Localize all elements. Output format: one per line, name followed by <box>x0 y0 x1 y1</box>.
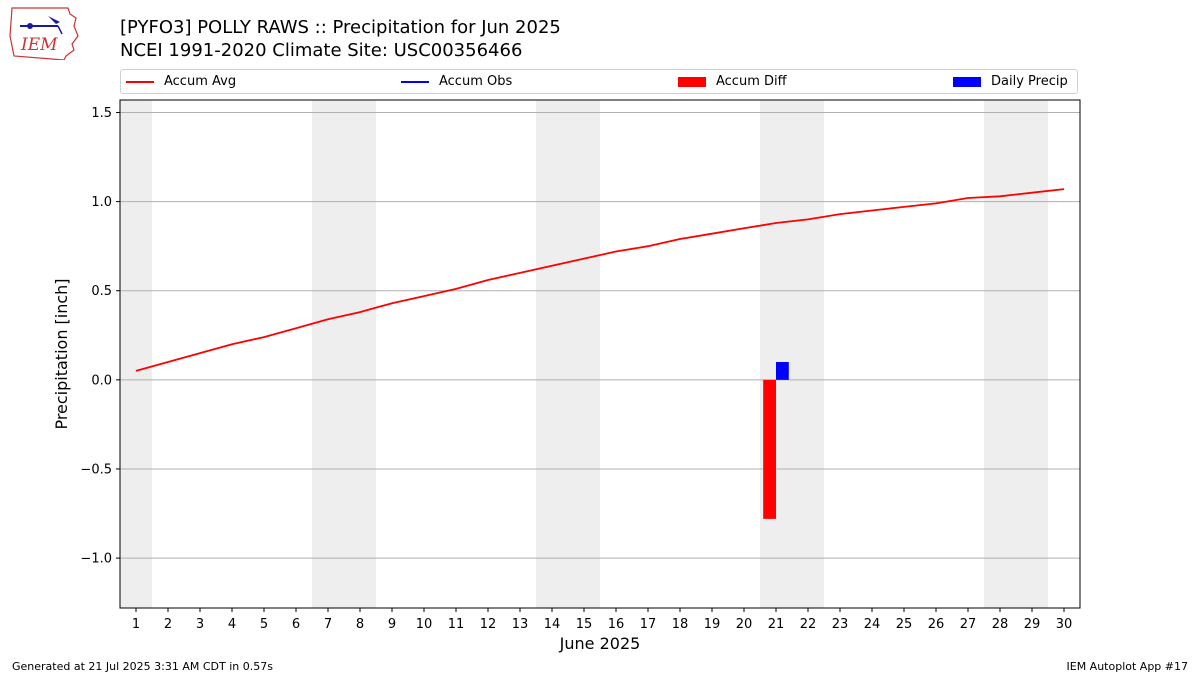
x-tick-label: 27 <box>960 617 977 632</box>
app-footer: IEM Autoplot App #17 <box>1066 660 1189 673</box>
x-tick-label: 20 <box>736 617 753 632</box>
x-tick-label: 9 <box>388 617 396 632</box>
y-tick-label: 1.5 <box>91 106 112 121</box>
x-tick-label: 23 <box>832 617 849 632</box>
y-axis-label: Precipitation [inch] <box>52 278 71 429</box>
x-tick-label: 16 <box>608 617 625 632</box>
weekend-band <box>312 100 376 608</box>
legend-swatch-accum-obs <box>401 80 429 83</box>
legend-label-daily-precip: Daily Precip <box>991 74 1068 89</box>
legend-label-accum-avg: Accum Avg <box>164 74 237 89</box>
legend-label-accum-diff: Accum Diff <box>716 74 787 89</box>
x-tick-label: 14 <box>544 617 561 632</box>
weekend-band <box>120 100 152 608</box>
iem-logo: IEM <box>8 6 80 61</box>
y-tick-label: 0.0 <box>91 373 112 388</box>
x-tick-label: 25 <box>896 617 913 632</box>
x-tick-label: 11 <box>448 617 465 632</box>
x-tick-label: 21 <box>768 617 785 632</box>
legend-item-daily-precip: Daily Precip <box>953 73 1068 91</box>
x-tick-label: 13 <box>512 617 529 632</box>
legend-swatch-accum-diff <box>678 76 706 87</box>
x-tick-label: 18 <box>672 617 689 632</box>
x-tick-label: 15 <box>576 617 593 632</box>
daily-precip-bar <box>776 362 789 380</box>
y-tick-label: −0.5 <box>80 462 112 477</box>
y-tick-label: 0.5 <box>91 284 112 299</box>
x-tick-label: 17 <box>640 617 657 632</box>
x-tick-label: 5 <box>260 617 268 632</box>
x-tick-label: 3 <box>196 617 204 632</box>
y-tick-label: 1.0 <box>91 195 112 210</box>
accum-avg-line <box>135 188 1065 372</box>
x-tick-label: 22 <box>800 617 817 632</box>
chart-title: [PYFO3] POLLY RAWS :: Precipitation for … <box>120 17 561 38</box>
legend-swatch-accum-avg <box>126 80 154 83</box>
generated-footer: Generated at 21 Jul 2025 3:31 AM CDT in … <box>12 660 273 673</box>
x-tick-label: 26 <box>928 617 945 632</box>
x-tick-label: 19 <box>704 617 721 632</box>
weekend-band <box>984 100 1048 608</box>
weekend-band <box>536 100 600 608</box>
legend-item-accum-avg: Accum Avg <box>126 73 236 91</box>
chart-subtitle: NCEI 1991-2020 Climate Site: USC00356466 <box>120 40 523 61</box>
x-tick-label: 8 <box>356 617 364 632</box>
legend-item-accum-obs: Accum Obs <box>401 73 512 91</box>
weekend-band <box>760 100 824 608</box>
x-tick-label: 30 <box>1056 617 1073 632</box>
legend-swatch-daily-precip <box>953 76 981 87</box>
x-tick-label: 7 <box>324 617 332 632</box>
legend: Accum Avg Accum Obs Accum Diff Daily Pre… <box>120 69 1078 94</box>
legend-label-accum-obs: Accum Obs <box>439 74 513 89</box>
x-tick-label: 6 <box>292 617 300 632</box>
accum-diff-bar <box>763 379 776 519</box>
x-tick-label: 29 <box>1024 617 1041 632</box>
svg-text:IEM: IEM <box>20 35 58 55</box>
x-tick-label: 10 <box>416 617 433 632</box>
y-tick-label: −1.0 <box>80 552 112 567</box>
x-tick-label: 12 <box>480 617 497 632</box>
x-axis-label: June 2025 <box>559 634 641 653</box>
plot-frame <box>119 99 1081 609</box>
x-tick-label: 24 <box>864 617 881 632</box>
x-tick-label: 4 <box>228 617 236 632</box>
x-tick-label: 28 <box>992 617 1009 632</box>
x-tick-label: 1 <box>132 617 140 632</box>
legend-item-accum-diff: Accum Diff <box>678 73 787 91</box>
x-tick-label: 2 <box>164 617 172 632</box>
